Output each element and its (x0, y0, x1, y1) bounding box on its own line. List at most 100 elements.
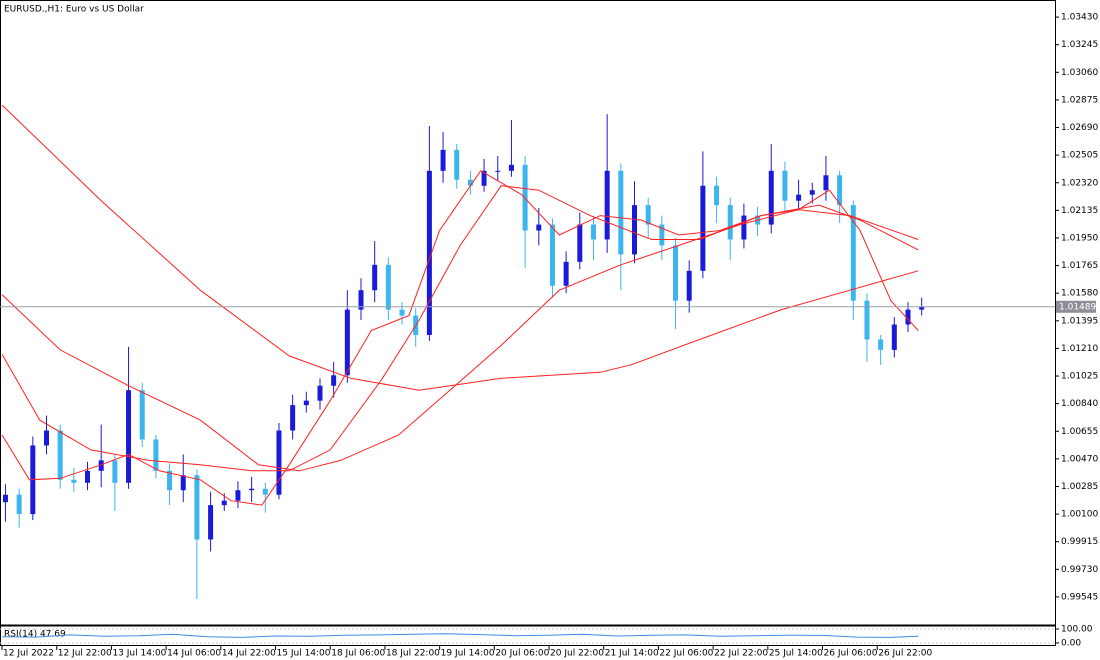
candle-body (71, 479, 77, 483)
candle-body (235, 490, 241, 501)
y-tick-label: 1.00470 (1061, 454, 1098, 464)
candle-body (577, 224, 583, 262)
x-tick-label: 13 Jul 14:00 (112, 649, 166, 659)
candle-body (139, 390, 145, 440)
candle-body (549, 224, 555, 286)
y-tick-label: 1.03060 (1061, 68, 1098, 78)
candle-body (809, 190, 815, 195)
candle-body (303, 400, 309, 406)
candle-body (385, 264, 391, 310)
x-tick-label: 19 Jul 14:00 (441, 649, 495, 659)
candle-body (112, 460, 118, 483)
candle-body (563, 261, 569, 286)
y-tick-label: 1.03245 (1061, 40, 1098, 50)
candle-body (57, 430, 63, 480)
candle-body (153, 439, 159, 471)
x-tick-label: 15 Jul 14:00 (277, 649, 331, 659)
y-tick-label: 1.00285 (1061, 482, 1098, 492)
candle-body (85, 470, 91, 483)
candle-body (782, 170, 788, 201)
candle-body (741, 215, 747, 240)
candle-body (700, 185, 706, 271)
moving-average (1, 170, 919, 506)
candle-body (43, 430, 49, 446)
x-tick-label: 18 Jul 06:00 (331, 649, 385, 659)
y-tick-label: 1.02135 (1061, 206, 1098, 216)
candle-body (495, 170, 501, 172)
candle-body (645, 205, 651, 225)
candle-body (358, 290, 364, 310)
candle-body (768, 170, 774, 225)
candle-body (837, 175, 843, 206)
candle-body (208, 505, 214, 540)
candle-body (604, 170, 610, 240)
candle-body (823, 175, 829, 191)
candle-body (590, 224, 596, 240)
y-tick-label: 0.99915 (1061, 537, 1098, 547)
y-tick-label: 1.00655 (1061, 427, 1098, 437)
y-tick-label: 0.00 (1061, 639, 1081, 649)
candle-body (659, 224, 665, 246)
candle-body (2, 494, 8, 503)
candle-body (344, 309, 350, 376)
moving-average (1, 104, 919, 391)
last-price-box (1056, 300, 1096, 313)
candle-body (126, 390, 132, 483)
candle-body (891, 324, 897, 350)
y-tick-label: 0.99730 (1061, 565, 1098, 575)
y-tick-label: 1.02690 (1061, 123, 1098, 133)
y-tick-label: 1.03430 (1061, 13, 1098, 23)
candle-body (919, 306, 925, 310)
candle-body (727, 205, 733, 240)
y-tick-label: 1.01025 (1061, 372, 1098, 382)
x-tick-label: 12 Jul 22:00 (58, 649, 112, 659)
candle-body (426, 170, 432, 335)
candle-body (276, 430, 282, 495)
x-tick-label: 22 Jul 06:00 (659, 649, 713, 659)
candle-body (180, 475, 186, 491)
candle-body (481, 170, 487, 186)
candle-body (878, 339, 884, 350)
candle-body (372, 264, 378, 291)
y-tick-label: 1.00840 (1061, 399, 1098, 409)
last-price-label: 1.01489 (1059, 302, 1096, 312)
candle-body (221, 500, 227, 506)
candle-body (536, 224, 542, 231)
candle-body (454, 149, 460, 180)
candle-body (686, 270, 692, 301)
candle-body (290, 405, 296, 431)
candle-body (864, 300, 870, 340)
candle-body (317, 385, 323, 401)
candle-body (850, 205, 856, 301)
x-tick-label: 18 Jul 22:00 (386, 649, 440, 659)
x-tick-label: 26 Jul 22:00 (878, 649, 932, 659)
candle-body (796, 194, 802, 201)
x-tick-label: 14 Jul 22:00 (222, 649, 276, 659)
candle-body (331, 375, 337, 386)
rsi-line (2, 633, 919, 638)
y-tick-label: 1.02875 (1061, 95, 1098, 105)
x-tick-label: 12 Jul 2022 (3, 649, 54, 659)
candle-body (905, 309, 911, 325)
candle-body (249, 488, 255, 491)
candle-body (440, 149, 446, 171)
y-tick-label: 1.01210 (1061, 344, 1098, 354)
candle-body (618, 170, 624, 255)
y-tick-label: 1.02505 (1061, 151, 1098, 161)
candle-body (467, 179, 473, 186)
y-tick-label: 1.01950 (1061, 233, 1098, 243)
chart-title: EURUSD.,H1: Euro vs US Dollar (4, 5, 144, 15)
candle-body (262, 488, 268, 495)
candle-body (508, 164, 514, 171)
x-tick-label: 14 Jul 06:00 (167, 649, 221, 659)
x-tick-label: 26 Jul 06:00 (824, 649, 878, 659)
candle-body (399, 309, 405, 316)
y-tick-label: 100.00 (1061, 625, 1093, 635)
candle-body (16, 494, 22, 515)
y-tick-label: 1.01765 (1061, 261, 1098, 271)
y-tick-label: 1.01580 (1061, 289, 1098, 299)
candle-body (714, 185, 720, 206)
moving-average (1, 209, 919, 472)
y-tick-label: 0.99545 (1061, 592, 1098, 602)
